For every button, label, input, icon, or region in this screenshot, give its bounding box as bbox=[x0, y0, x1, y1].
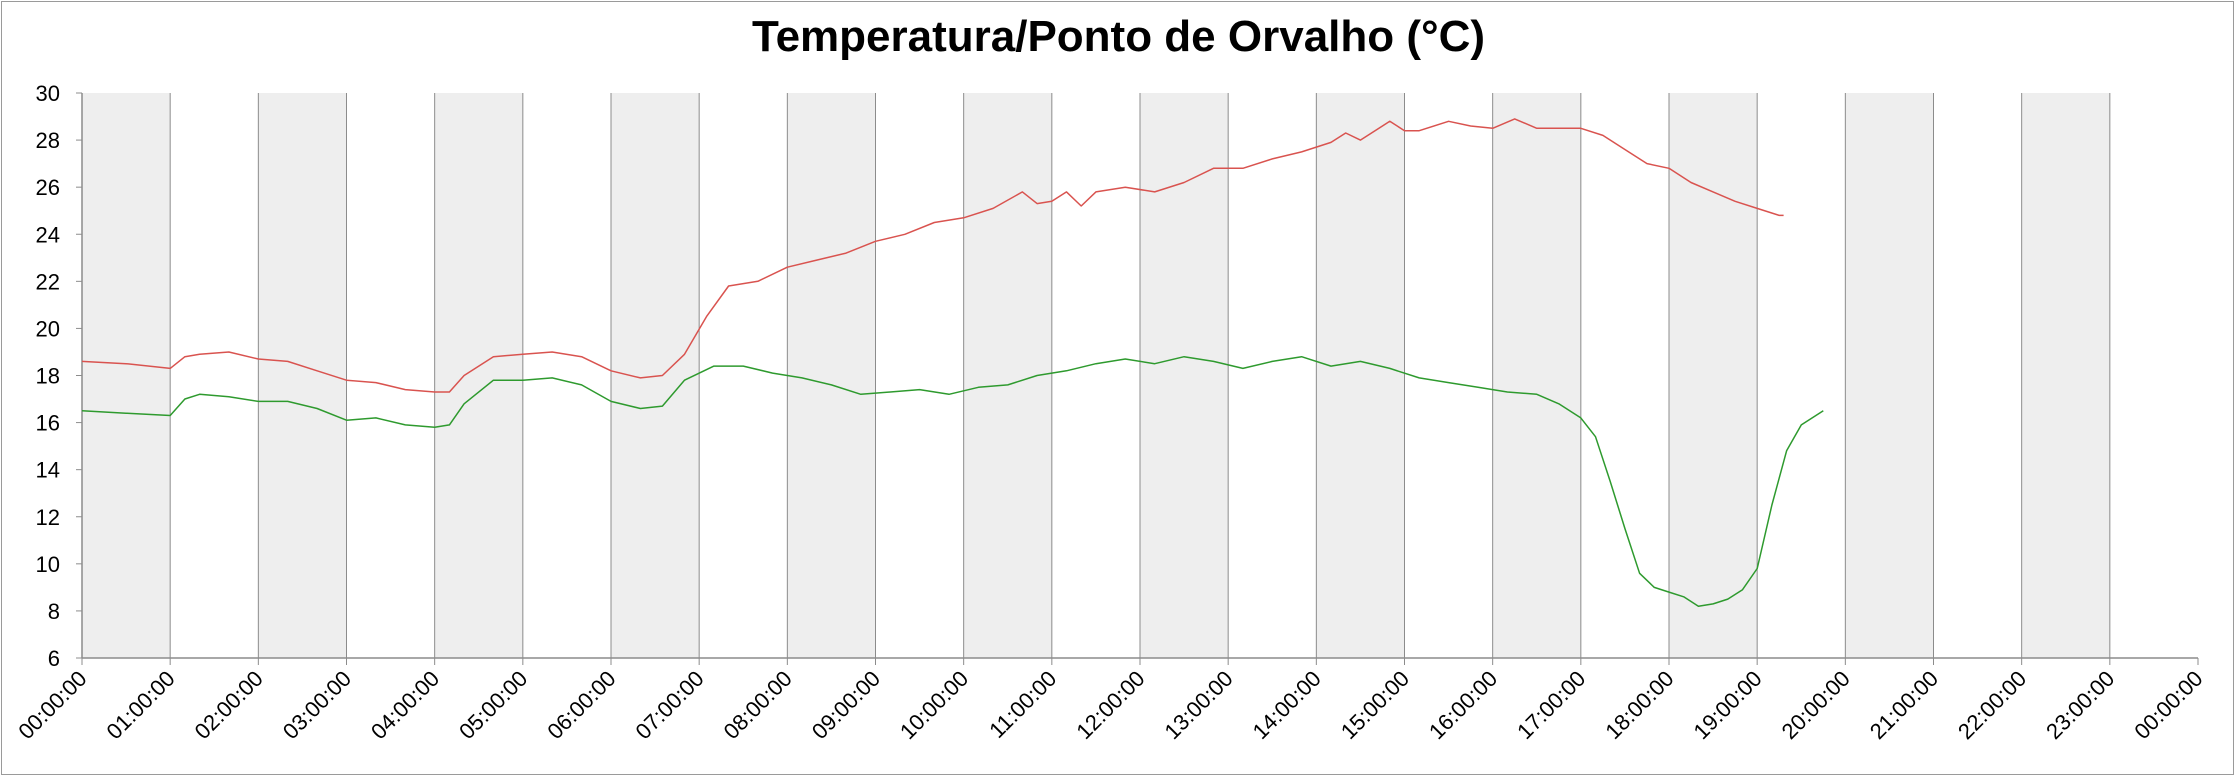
y-tick-label: 14 bbox=[36, 458, 60, 483]
x-tick-label: 16:00:00 bbox=[1424, 666, 1502, 744]
y-tick-label: 10 bbox=[36, 552, 60, 577]
series-line-1 bbox=[81, 118, 1784, 393]
x-tick-label: 01:00:00 bbox=[101, 666, 179, 744]
x-tick-label: 21:00:00 bbox=[1865, 666, 1943, 744]
x-tick-label: 00:00:00 bbox=[13, 666, 91, 744]
hour-band bbox=[611, 93, 700, 658]
y-tick-label: 22 bbox=[36, 269, 60, 294]
hour-band bbox=[1845, 93, 1934, 658]
hour-band bbox=[2021, 93, 2110, 658]
hour-band bbox=[1140, 93, 1229, 658]
y-tick-label: 8 bbox=[48, 599, 60, 624]
chart-title: Temperatura/Ponto de Orvalho (°C) bbox=[751, 12, 1486, 61]
y-tick-label: 20 bbox=[36, 316, 60, 341]
y-tick-label: 28 bbox=[36, 128, 60, 153]
y-tick-label: 30 bbox=[36, 81, 60, 106]
hour-band bbox=[1316, 93, 1405, 658]
x-tick-label: 23:00:00 bbox=[2041, 666, 2119, 744]
x-tick-label: 00:00:00 bbox=[2129, 666, 2207, 744]
hour-band bbox=[787, 93, 876, 658]
x-tick-label: 17:00:00 bbox=[1512, 666, 1590, 744]
x-tick-label: 06:00:00 bbox=[542, 666, 620, 744]
x-tick-label: 11:00:00 bbox=[984, 666, 1061, 743]
x-tick-label: 13:00:00 bbox=[1159, 666, 1237, 744]
x-tick-label: 22:00:00 bbox=[1953, 666, 2031, 744]
x-tick-label: 19:00:00 bbox=[1688, 666, 1766, 744]
hour-band bbox=[1669, 93, 1758, 658]
x-tick-label: 03:00:00 bbox=[278, 666, 356, 744]
hour-band bbox=[434, 93, 523, 658]
y-tick-label: 16 bbox=[36, 411, 60, 436]
x-tick-label: 18:00:00 bbox=[1600, 666, 1678, 744]
hour-band bbox=[82, 93, 171, 658]
y-tick-label: 24 bbox=[36, 222, 60, 247]
x-tick-label: 08:00:00 bbox=[719, 666, 797, 744]
x-tick-label: 15:00:00 bbox=[1336, 666, 1414, 744]
series-line-2 bbox=[81, 355, 1824, 607]
y-tick-label: 12 bbox=[36, 505, 60, 530]
x-tick-label: 07:00:00 bbox=[630, 666, 708, 744]
x-tick-label: 02:00:00 bbox=[190, 666, 268, 744]
x-tick-label: 14:00:00 bbox=[1248, 666, 1326, 744]
x-tick-label: 09:00:00 bbox=[807, 666, 885, 744]
y-tick-label: 6 bbox=[48, 646, 60, 671]
x-tick-label: 05:00:00 bbox=[454, 666, 532, 744]
x-tick-label: 04:00:00 bbox=[366, 666, 444, 744]
y-tick-label: 26 bbox=[36, 175, 60, 200]
hour-band bbox=[1492, 93, 1581, 658]
y-tick-label: 18 bbox=[36, 364, 60, 389]
x-tick-label: 12:00:00 bbox=[1071, 666, 1149, 744]
x-tick-label: 20:00:00 bbox=[1777, 666, 1855, 744]
x-tick-label: 10:00:00 bbox=[895, 666, 973, 744]
